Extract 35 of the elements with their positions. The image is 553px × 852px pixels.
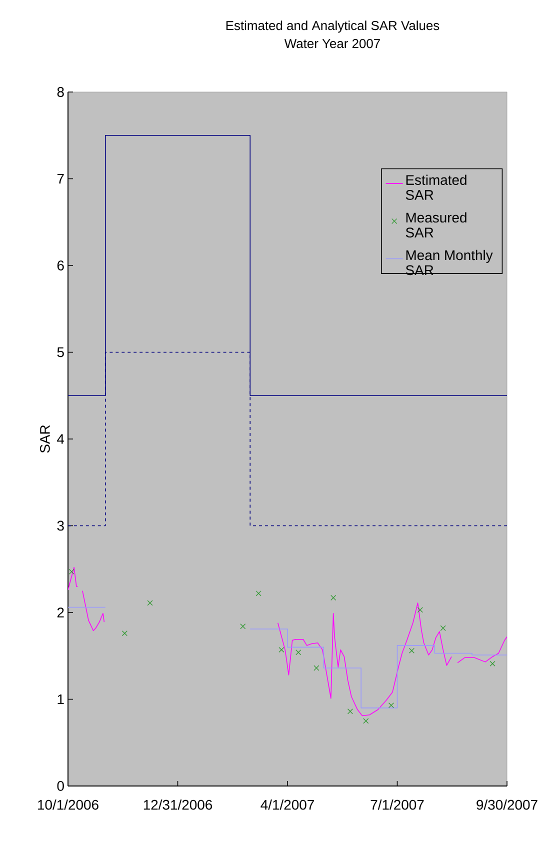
y-tick-label: 0 <box>57 781 64 791</box>
y-tick-label: 4 <box>57 434 64 444</box>
point <box>363 718 369 724</box>
point <box>256 590 262 596</box>
legend-label: Estimated SAR <box>406 174 466 200</box>
x-tick-label: 4/1/2007 <box>260 800 314 810</box>
point <box>278 646 284 653</box>
x-tick-label: 9/30/2007 <box>476 800 538 810</box>
point <box>122 630 128 636</box>
point <box>240 624 246 630</box>
y-tick-label: 8 <box>57 87 64 97</box>
point <box>347 708 354 714</box>
point <box>490 660 496 666</box>
point <box>314 665 320 671</box>
y-tick-label: 5 <box>57 347 64 358</box>
point <box>68 568 74 575</box>
point <box>440 625 446 631</box>
point <box>330 594 336 601</box>
y-tick-label: 7 <box>57 174 64 184</box>
y-tick-label: 3 <box>57 520 64 531</box>
y-tick-label: 6 <box>57 260 64 270</box>
y-axis-title: SAR <box>40 425 50 453</box>
point <box>147 600 153 606</box>
y-tick-label: 2 <box>57 608 64 618</box>
legend-label: Measured SAR <box>406 212 466 238</box>
x-tick-label: 12/31/2006 <box>144 800 212 810</box>
y-tick-label: 1 <box>58 694 64 704</box>
point <box>296 650 302 656</box>
chart-title: Estimated and Analytical SAR Values <box>226 20 440 33</box>
x-tick-label: 7/1/2007 <box>370 800 424 810</box>
point <box>417 607 423 613</box>
point <box>388 702 394 708</box>
chart-subtitle: Water Year 2007 <box>284 38 380 48</box>
x-tick-label: 10/1/2006 <box>38 800 98 810</box>
point <box>408 648 415 654</box>
